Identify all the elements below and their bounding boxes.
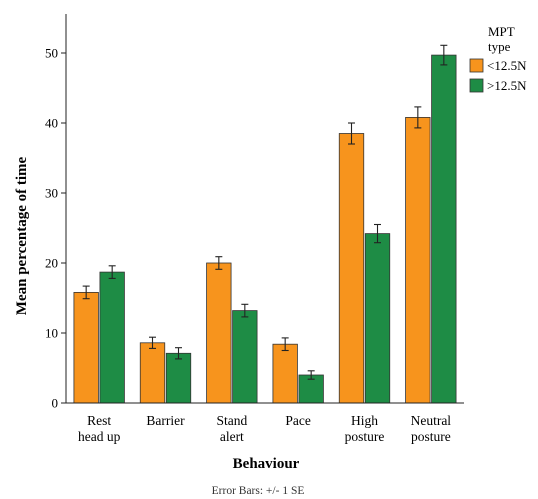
bar	[272, 343, 298, 404]
y-tick-label: 0	[52, 396, 59, 411]
bar	[364, 233, 391, 404]
category-label-line: High	[351, 413, 378, 428]
bar	[139, 342, 166, 404]
category-label-line: posture	[345, 429, 385, 444]
category-label-line: posture	[411, 429, 451, 444]
category-label: Rest head up	[78, 413, 121, 444]
y-tick-label: 10	[45, 326, 58, 341]
legend-title-line: MPT	[488, 24, 515, 39]
category-label-line: Barrier	[146, 413, 185, 428]
error-bars-layer	[82, 44, 448, 380]
bar	[206, 262, 232, 404]
legend-title: MPT type	[488, 24, 515, 54]
category-label: Barrier	[146, 413, 185, 428]
error-bars-note: Error Bars: +/- 1 SE	[212, 485, 305, 497]
bar	[405, 117, 431, 404]
category-label: High posture	[345, 413, 385, 444]
bar	[338, 133, 365, 404]
legend-swatch	[469, 58, 484, 73]
bar	[165, 352, 192, 404]
legend-label: >12.5N	[487, 78, 527, 93]
legend-label: <12.5N	[487, 58, 527, 73]
category-label-line: Stand	[216, 413, 247, 428]
bar	[73, 291, 99, 404]
category-label-line: Neutral	[411, 413, 452, 428]
bar	[232, 310, 258, 404]
bars-layer	[73, 54, 457, 404]
category-label-line: head up	[78, 429, 121, 444]
category-label-line: Pace	[285, 413, 310, 428]
category-label-line: Rest	[87, 413, 111, 428]
y-tick-label: 50	[45, 46, 58, 61]
category-label: Stand alert	[216, 413, 247, 444]
axes-layer: 0 10 20 30 40 50	[45, 14, 464, 411]
category-label: Pace	[285, 413, 310, 428]
legend-swatch	[469, 78, 484, 93]
y-tick-label: 20	[45, 256, 58, 271]
bar	[99, 271, 125, 404]
y-tick-label: 30	[45, 186, 58, 201]
category-label-line: alert	[220, 429, 244, 444]
y-axis-title: Mean percentage of time	[14, 156, 30, 315]
x-axis-title: Behaviour	[233, 456, 300, 472]
y-tick-label: 40	[45, 116, 58, 131]
bar	[431, 54, 457, 404]
category-label: Neutral posture	[411, 413, 452, 444]
legend: MPT type <12.5N >12.5N	[469, 24, 527, 93]
legend-title-line: type	[488, 39, 511, 54]
